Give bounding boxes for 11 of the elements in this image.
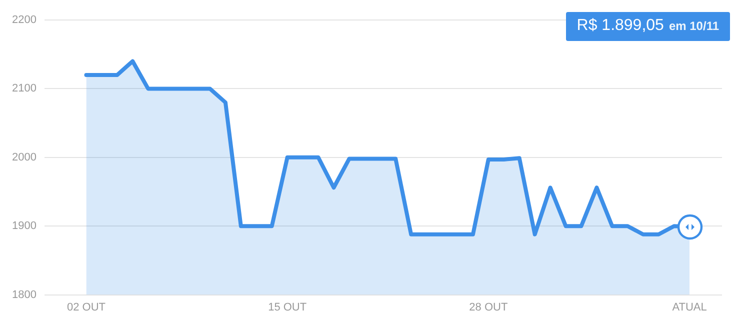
annotation: em 10/11 <box>668 19 719 33</box>
x-tick-label: ATUAL <box>672 301 707 314</box>
x-tick-label: 15 OUT <box>268 301 307 314</box>
y-tick-label: 1900 <box>12 220 36 232</box>
y-tick-label: 1800 <box>12 288 36 301</box>
y-tick-label: 2100 <box>12 82 36 95</box>
x-tick-label: 02 OUT <box>66 301 106 314</box>
y-tick-label: 2200 <box>12 14 36 26</box>
annotation: R$ 1.899,05 <box>576 17 664 34</box>
y-tick-label: 2000 <box>12 151 36 164</box>
x-tick-label: 28 OUT <box>469 301 508 314</box>
